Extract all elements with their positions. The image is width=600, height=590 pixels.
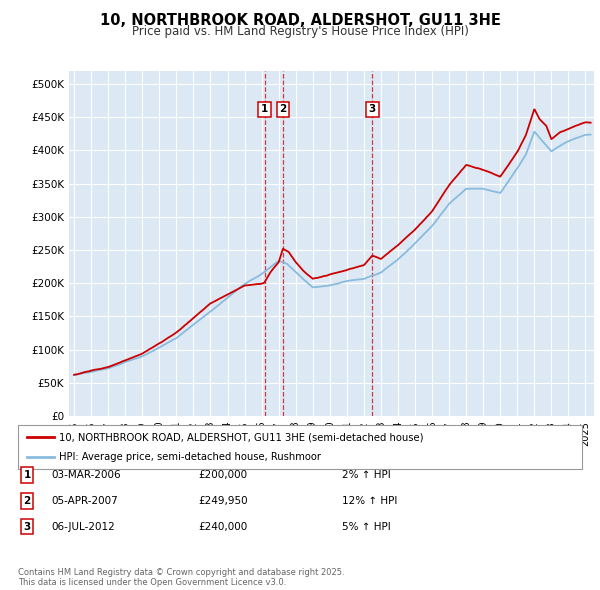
Text: 10, NORTHBROOK ROAD, ALDERSHOT, GU11 3HE: 10, NORTHBROOK ROAD, ALDERSHOT, GU11 3HE — [100, 13, 500, 28]
Text: 03-MAR-2006: 03-MAR-2006 — [51, 470, 121, 480]
Text: Contains HM Land Registry data © Crown copyright and database right 2025.
This d: Contains HM Land Registry data © Crown c… — [18, 568, 344, 587]
Text: 2: 2 — [279, 104, 287, 114]
Text: 06-JUL-2012: 06-JUL-2012 — [51, 522, 115, 532]
Text: 2% ↑ HPI: 2% ↑ HPI — [342, 470, 391, 480]
Text: 10, NORTHBROOK ROAD, ALDERSHOT, GU11 3HE (semi-detached house): 10, NORTHBROOK ROAD, ALDERSHOT, GU11 3HE… — [59, 432, 424, 442]
Text: 5% ↑ HPI: 5% ↑ HPI — [342, 522, 391, 532]
Text: 1: 1 — [23, 470, 31, 480]
Text: 12% ↑ HPI: 12% ↑ HPI — [342, 496, 397, 506]
Text: £249,950: £249,950 — [198, 496, 248, 506]
Text: Price paid vs. HM Land Registry's House Price Index (HPI): Price paid vs. HM Land Registry's House … — [131, 25, 469, 38]
Text: £200,000: £200,000 — [198, 470, 247, 480]
Text: 3: 3 — [23, 522, 31, 532]
Text: 1: 1 — [261, 104, 268, 114]
Text: £240,000: £240,000 — [198, 522, 247, 532]
Text: 05-APR-2007: 05-APR-2007 — [51, 496, 118, 506]
Text: 2: 2 — [23, 496, 31, 506]
Text: 3: 3 — [369, 104, 376, 114]
Text: HPI: Average price, semi-detached house, Rushmoor: HPI: Average price, semi-detached house,… — [59, 452, 321, 461]
